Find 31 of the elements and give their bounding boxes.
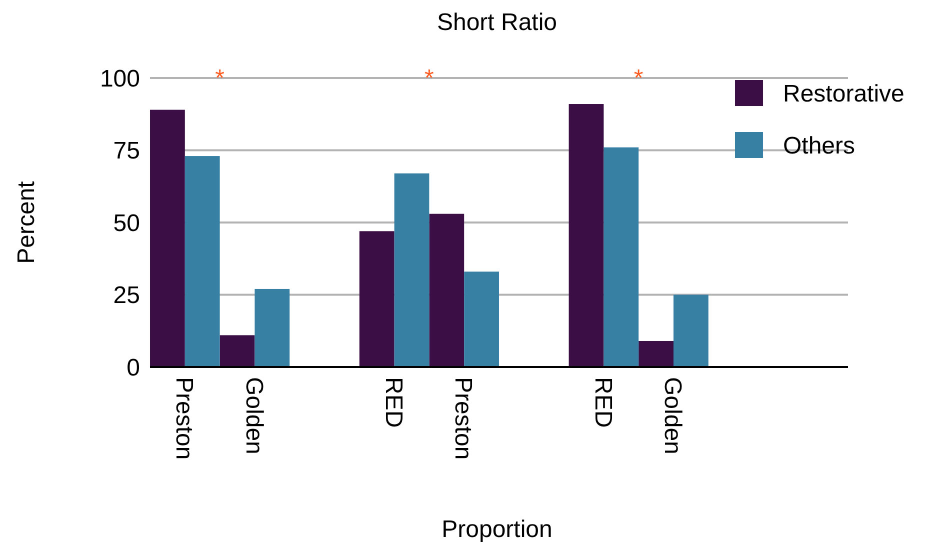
- x-tick-label: RED: [380, 377, 407, 428]
- y-tick-label: 75: [113, 138, 140, 165]
- bar: [638, 340, 674, 367]
- x-tick-label: Preston: [170, 377, 198, 460]
- y-tick-label: 100: [100, 65, 140, 92]
- y-tick-label: 0: [126, 354, 140, 382]
- legend-label: Restorative: [783, 80, 904, 108]
- bar: [359, 231, 394, 367]
- bar: [394, 173, 430, 367]
- bar: [674, 294, 708, 367]
- x-tick-label: Golden: [659, 377, 686, 454]
- bar: [464, 272, 499, 367]
- bar: [150, 110, 185, 367]
- bar: [568, 104, 604, 367]
- annotation: *: [634, 65, 644, 92]
- y-tick-label: 50: [113, 210, 140, 237]
- bar: [254, 288, 290, 367]
- annotation: *: [424, 65, 434, 92]
- bar: [429, 214, 464, 367]
- bar: [604, 147, 639, 367]
- chart-title: Short Ratio: [436, 9, 558, 36]
- y-axis-title: Percent: [13, 180, 40, 264]
- y-tick-label: 25: [113, 282, 140, 310]
- x-tick-label: Golden: [240, 377, 268, 454]
- legend-label: Others: [783, 132, 856, 160]
- annotation: *: [215, 65, 224, 92]
- x-tick-label: RED: [589, 377, 616, 428]
- bar: [184, 156, 220, 367]
- x-tick-label: Preston: [450, 377, 477, 460]
- bar: [220, 335, 255, 367]
- x-axis-title: Proportion: [442, 516, 552, 543]
